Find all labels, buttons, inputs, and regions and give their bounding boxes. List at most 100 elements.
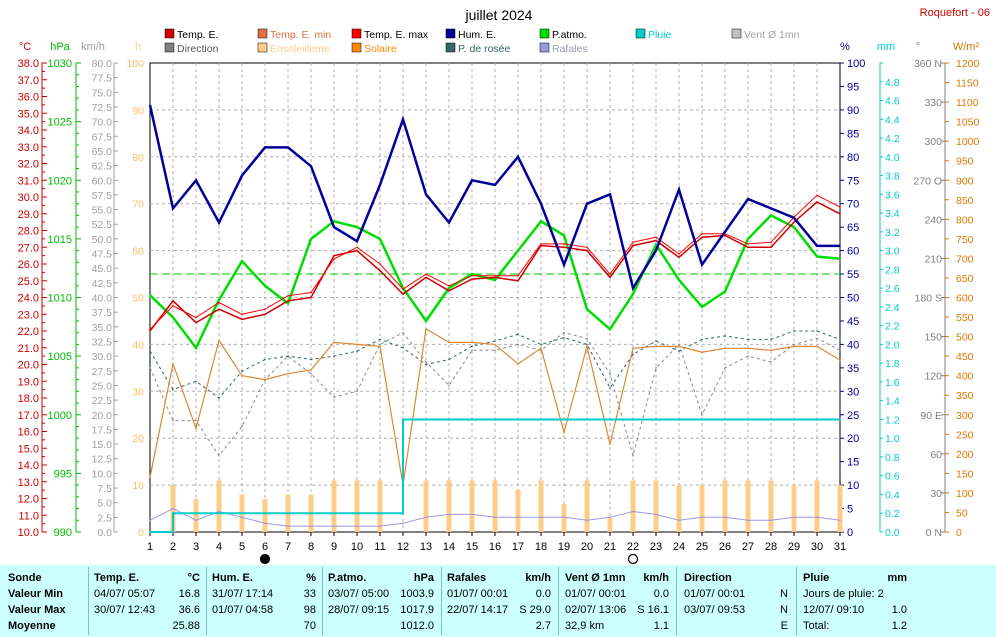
axis-humidity-label: 40 — [847, 339, 859, 351]
stats-rafales-max-time: 22/07/ 14:17 — [447, 604, 509, 616]
series-point — [632, 293, 634, 295]
legend-label: Solaire — [364, 43, 397, 55]
axis-humidity-label: 60 — [847, 246, 859, 258]
sunshine-bar — [584, 480, 590, 532]
x-tick-label: 19 — [558, 541, 570, 553]
axis-temp-label: 16.0 — [18, 427, 39, 439]
x-tick-label: 16 — [489, 541, 501, 553]
sunshine-bar — [768, 480, 774, 532]
series-point — [471, 513, 473, 516]
series-point — [816, 330, 818, 332]
stats-vent-title: Vent Ø 1mn — [565, 572, 626, 584]
x-tick-label: 5 — [239, 541, 245, 553]
series-point — [264, 512, 266, 515]
series-point — [816, 255, 818, 258]
series-point — [701, 263, 703, 266]
series-point — [356, 240, 358, 243]
axis-wind-label: 20.0 — [92, 410, 113, 422]
axis-direction-label: 120 — [924, 371, 942, 383]
series-point — [839, 258, 841, 260]
series-point — [540, 220, 542, 223]
series-point — [287, 372, 289, 375]
x-tick-label: 23 — [650, 541, 662, 553]
series-point — [655, 367, 657, 369]
series-point — [195, 519, 197, 522]
x-tick-label: 24 — [673, 541, 685, 553]
series-point — [586, 308, 588, 311]
series-point — [195, 380, 197, 383]
stats-temp-avg: 25.88 — [172, 620, 200, 632]
series-point — [517, 249, 519, 252]
series-point — [839, 245, 841, 247]
sunshine-bar — [630, 480, 636, 532]
series-point — [793, 330, 795, 332]
series-point — [448, 287, 450, 289]
x-tick-label: 22 — [627, 541, 639, 553]
axis-rain-label: 0.6 — [885, 471, 900, 483]
axis-rain-label: 0.0 — [885, 527, 900, 539]
axis-wind-label: 5.0 — [97, 498, 112, 510]
axis-solar-unit: W/m² — [953, 41, 980, 53]
stats-vent-avg: 1.1 — [653, 620, 669, 632]
axis-temp-label: 36.0 — [18, 92, 39, 104]
series-point — [310, 296, 312, 299]
axis-pressure-label: 1000 — [48, 410, 72, 422]
axis-wind-label: 47.5 — [92, 249, 113, 261]
axis-wind-label: 27.5 — [92, 366, 113, 378]
series-point — [632, 510, 634, 513]
series-point — [195, 419, 197, 422]
series-point — [356, 246, 358, 249]
axis-humidity-label: 55 — [847, 269, 859, 281]
series-point — [655, 236, 657, 238]
axis-rain-label: 1.0 — [885, 433, 900, 445]
legend-label: P.atmo. — [552, 29, 587, 41]
axis-wind-label: 50.0 — [92, 234, 113, 246]
axes: 1 2 3 4 5 6 7 8 9 10 11 12 13 14 15 16 17 18 19 20 21 22 23 24 2… — [18, 41, 980, 565]
axis-temp-label: 18.0 — [18, 393, 39, 405]
series-point — [195, 512, 197, 515]
series-point — [701, 233, 703, 235]
axis-humidity-label: 85 — [847, 128, 859, 140]
axis-rain-label: 3.4 — [885, 208, 900, 220]
axis-temp-label: 23.0 — [18, 309, 39, 321]
series-point — [471, 345, 473, 347]
series-point — [172, 363, 174, 365]
x-tick-label: 15 — [466, 541, 478, 553]
x-tick-label: 9 — [331, 541, 337, 553]
legend-label: Hum. E. — [458, 29, 496, 41]
series-point — [218, 301, 220, 304]
axis-temp-label: 25.0 — [18, 276, 39, 288]
series-point — [701, 418, 703, 421]
stats-temp-min-time: 04/07/ 05:07 — [94, 588, 156, 600]
series-rafales — [149, 507, 841, 527]
axis-temp-label: 14.0 — [18, 460, 39, 472]
axis-solar-label: 350 — [956, 390, 974, 402]
stats-patmo-max-val: 1017.9 — [400, 604, 434, 616]
axis-temp-label: 20.0 — [18, 360, 39, 372]
series-point — [494, 184, 496, 186]
axis-rain-label: 1.6 — [885, 377, 900, 389]
sunshine-bar — [193, 499, 199, 532]
series-point — [632, 418, 634, 421]
series-point — [609, 273, 611, 275]
series-point — [356, 525, 358, 527]
series-point — [655, 243, 657, 246]
axis-rain-label: 0.2 — [885, 508, 900, 520]
axis-wind-label: 7.5 — [97, 483, 112, 495]
series-point — [241, 374, 243, 377]
series-point — [172, 300, 174, 302]
series-point — [448, 384, 450, 387]
series-point — [632, 287, 634, 289]
axis-temp-label: 28.0 — [18, 226, 39, 238]
series-point — [655, 249, 657, 252]
axis-wind-label: 22.5 — [92, 395, 113, 407]
series-point — [310, 525, 312, 527]
stats-col-hum: Hum. E.% 31/07/ 17:14 33 01/07/ 04:58 98 7… — [212, 565, 320, 637]
series-point — [517, 279, 519, 282]
axis-wind-label: 60.0 — [92, 175, 113, 187]
axis-rain-label: 3.8 — [885, 171, 900, 183]
series-point — [816, 516, 818, 519]
series-point — [494, 340, 496, 342]
axis-wind-label: 17.5 — [92, 424, 113, 436]
axis-wind-unit: km/h — [81, 41, 105, 53]
